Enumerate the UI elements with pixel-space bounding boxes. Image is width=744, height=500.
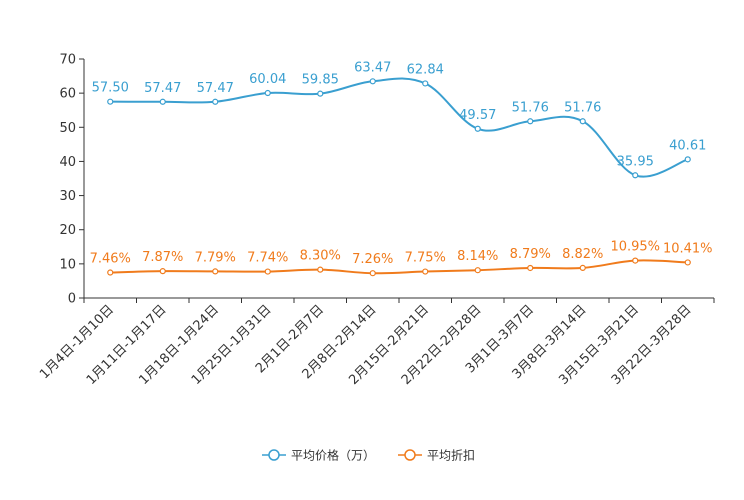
data-point[interactable] xyxy=(159,268,166,275)
data-label: 10.95% xyxy=(610,240,660,255)
data-label: 35.95 xyxy=(617,154,654,169)
data-label: 57.47 xyxy=(144,81,181,96)
data-label: 10.41% xyxy=(663,241,713,256)
data-label: 7.46% xyxy=(90,252,131,267)
data-point[interactable] xyxy=(107,98,114,105)
data-label: 8.30% xyxy=(300,249,341,264)
y-tick-label: 20 xyxy=(59,223,76,238)
data-label: 63.47 xyxy=(354,60,391,75)
axes: 0102030405060701月4日-1月10日1月11日-1月17日1月18… xyxy=(37,53,715,388)
data-label: 8.14% xyxy=(457,249,498,264)
y-tick-label: 10 xyxy=(59,257,76,272)
data-label: 7.75% xyxy=(405,251,446,266)
data-label: 8.79% xyxy=(510,247,551,262)
y-tick-label: 50 xyxy=(59,121,76,136)
data-label: 7.87% xyxy=(142,250,183,265)
data-point[interactable] xyxy=(264,89,271,97)
data-label: 57.50 xyxy=(92,81,129,96)
legend-marker-icon xyxy=(404,449,416,461)
data-point[interactable] xyxy=(632,172,639,179)
data-point[interactable] xyxy=(317,90,324,97)
data-point[interactable] xyxy=(264,268,271,275)
data-label: 59.85 xyxy=(302,73,339,88)
y-tick-label: 30 xyxy=(59,189,76,204)
data-label: 49.57 xyxy=(459,108,496,123)
data-point[interactable] xyxy=(212,268,219,275)
data-point[interactable] xyxy=(527,118,534,125)
legend-label: 平均折扣 xyxy=(427,448,475,463)
data-point[interactable] xyxy=(684,259,691,266)
data-point[interactable] xyxy=(317,266,324,273)
data-label: 57.47 xyxy=(197,81,234,96)
data-point[interactable] xyxy=(579,264,586,271)
data-point[interactable] xyxy=(212,98,219,105)
legend[interactable]: 平均价格（万） 平均折扣 xyxy=(262,448,475,463)
data-label: 51.76 xyxy=(564,100,601,115)
data-label: 8.82% xyxy=(562,247,603,262)
data-label: 62.84 xyxy=(407,62,444,77)
data-point[interactable] xyxy=(369,78,376,85)
data-point[interactable] xyxy=(579,118,586,125)
legend-item-1[interactable]: 平均价格（万） xyxy=(262,448,375,463)
y-tick-label: 0 xyxy=(68,292,76,307)
data-point[interactable] xyxy=(632,257,639,264)
series-layer xyxy=(107,77,691,277)
data-label: 7.26% xyxy=(352,252,393,267)
legend-label: 平均价格（万） xyxy=(291,448,375,463)
data-point[interactable] xyxy=(474,267,481,274)
data-labels: 57.50 57.47 57.47 60.04 59.85 63.47 62.84 49.57… xyxy=(90,60,713,267)
y-tick-label: 40 xyxy=(59,155,76,170)
data-point[interactable] xyxy=(422,80,429,87)
data-point[interactable] xyxy=(474,125,481,132)
data-label: 60.04 xyxy=(249,72,286,87)
legend-marker-icon xyxy=(268,449,280,461)
data-label: 40.61 xyxy=(669,138,706,153)
y-tick-label: 60 xyxy=(59,87,76,102)
data-point[interactable] xyxy=(684,156,691,163)
data-point[interactable] xyxy=(107,269,114,276)
data-point[interactable] xyxy=(369,270,376,277)
y-tick-label: 70 xyxy=(59,53,76,68)
legend-item-2[interactable]: 平均折扣 xyxy=(398,448,475,463)
data-point[interactable] xyxy=(422,268,429,275)
data-point[interactable] xyxy=(527,264,534,272)
data-label: 51.76 xyxy=(512,100,549,115)
data-point[interactable] xyxy=(159,98,166,105)
data-label: 7.74% xyxy=(247,251,288,266)
data-label: 7.79% xyxy=(195,250,236,265)
series-line-2 xyxy=(110,259,688,275)
